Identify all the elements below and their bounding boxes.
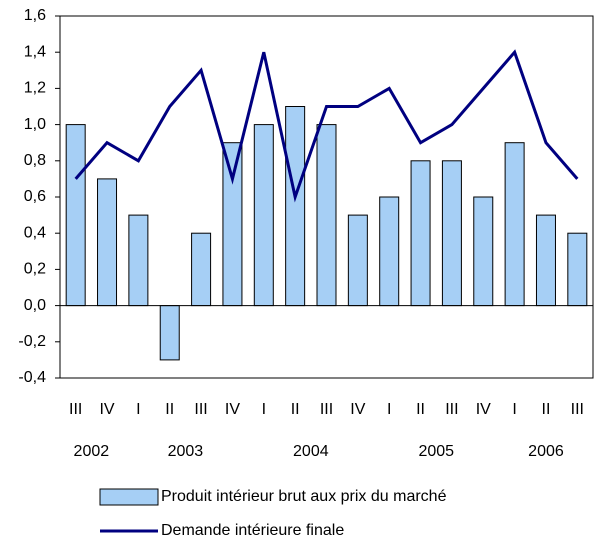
year-label: 2004 [293,443,329,460]
year-label: 2006 [528,443,564,460]
y-tick-label: 0,8 [24,152,46,169]
line [74,49,579,203]
bar [379,196,400,307]
x-tick-label: III [320,401,333,418]
y-tick-label: -0,2 [18,333,46,350]
bar [473,196,494,307]
bar [535,214,556,307]
year-label: 2003 [168,443,204,460]
x-tick-label: I [512,401,516,418]
bar [65,124,86,307]
x-tick-label: I [262,401,266,418]
y-tick-label: 0,0 [24,297,46,314]
bar [567,232,588,307]
x-tick-label: IV [225,401,240,418]
x-tick-label: IV [350,401,365,418]
x-tick-label: II [165,401,174,418]
x-tick-label: III [69,401,82,418]
y-tick-label: 1,2 [24,80,46,97]
x-tick-label: IV [476,401,491,418]
bar [316,124,337,307]
bar [128,214,149,307]
legend-swatch [99,488,159,506]
x-tick-label: I [136,401,140,418]
bar [410,160,431,307]
x-tick-label: II [416,401,425,418]
y-tick-label: 1,4 [24,43,46,60]
y-tick-label: 0,6 [24,188,46,205]
y-tick-label: 1,0 [24,116,46,133]
y-tick-label: -0,4 [18,369,46,386]
plot-frame [59,15,594,379]
legend-label: Produit intérieur brut aux prix du march… [161,488,447,505]
x-tick-label: II [542,401,551,418]
y-tick-label: 0,4 [24,224,46,241]
x-tick-label: II [291,401,300,418]
bar [285,106,306,307]
x-tick-label: III [194,401,207,418]
bar [222,142,243,307]
bar [347,214,368,307]
x-tick-label: III [445,401,458,418]
x-tick-label: III [571,401,584,418]
year-label: 2002 [74,443,110,460]
x-tick-label: I [387,401,391,418]
bar [97,178,118,307]
bar [159,305,180,361]
x-tick-label: IV [99,401,114,418]
bar [191,232,212,307]
y-tick-label: 0,2 [24,261,46,278]
y-tick-label: 1,6 [24,7,46,24]
bar [441,160,462,307]
bar [504,142,525,307]
legend-label: Demande intérieure finale [161,522,344,539]
bar [253,124,274,307]
year-label: 2005 [418,443,454,460]
